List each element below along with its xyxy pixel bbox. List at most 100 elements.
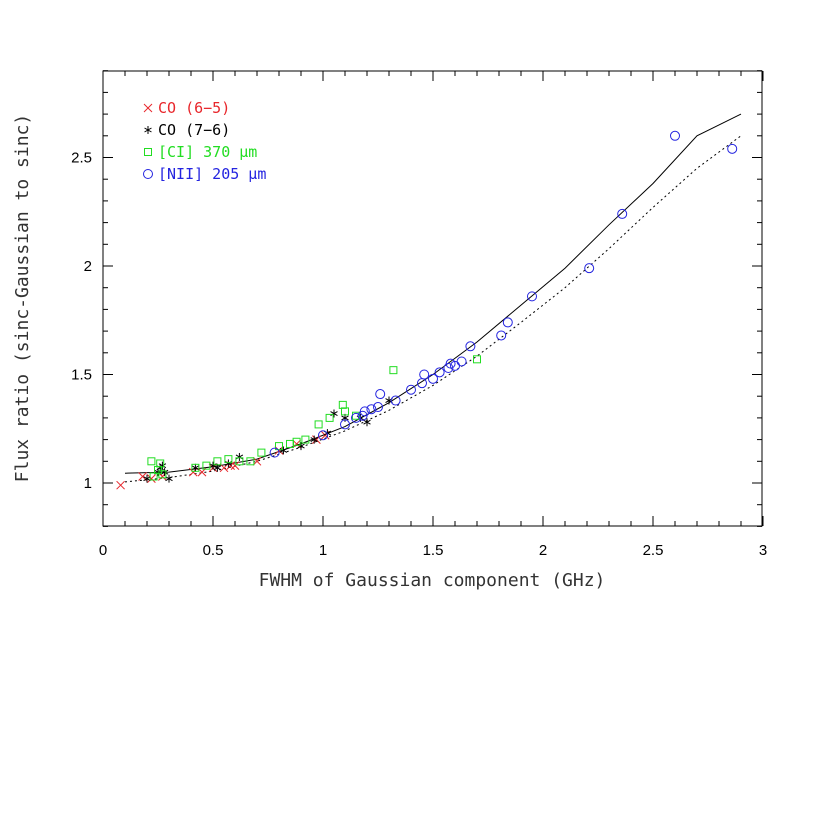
circle-mark	[318, 430, 328, 441]
circle-mark	[727, 143, 738, 154]
plot-frame	[102, 70, 763, 527]
circle-mark	[269, 447, 280, 458]
data-point-square	[338, 400, 347, 409]
data-point-circle	[340, 419, 350, 430]
x-mark-stroke	[230, 461, 240, 470]
circle-mark	[366, 404, 377, 415]
data-point-square	[158, 470, 167, 479]
data-points	[116, 130, 738, 490]
square-mark	[156, 459, 165, 468]
circle-mark	[340, 419, 350, 430]
data-point-star	[165, 474, 173, 483]
data-point-circle	[456, 356, 467, 367]
data-point-square	[473, 355, 481, 364]
circle-mark	[406, 384, 416, 395]
x-mark-stroke	[138, 472, 147, 481]
data-point-circle	[584, 263, 595, 274]
x-tick-label: 2.5	[643, 542, 664, 559]
circle-mark	[390, 395, 401, 406]
x-mark-stroke	[116, 480, 125, 490]
circle-mark	[434, 367, 445, 378]
circle-mark	[419, 369, 430, 380]
x-tick-label: 3	[759, 542, 767, 559]
square-mark	[213, 457, 222, 466]
data-point-circle	[351, 412, 361, 423]
data-point-star	[363, 418, 371, 427]
data-point-star	[235, 452, 244, 461]
data-point-circle	[527, 291, 537, 302]
data-point-square	[352, 411, 360, 420]
square-mark	[325, 413, 334, 422]
square-mark	[144, 148, 152, 156]
data-point-circle	[269, 447, 280, 458]
x-tick-label: 2	[539, 542, 547, 559]
circle-mark	[527, 291, 537, 302]
data-point-square	[314, 420, 323, 429]
data-point-square	[235, 457, 244, 466]
data-point-square	[224, 455, 233, 464]
circle-mark	[670, 130, 680, 141]
data-point-square	[292, 437, 301, 446]
data-point-circle	[727, 143, 738, 154]
square-mark	[257, 448, 266, 457]
data-point-square	[325, 413, 334, 422]
star-mark-stroke	[213, 465, 222, 471]
legend: CO (6−5) CO (7−6) [CI] 370 μm [NII] 205 μm	[143, 99, 266, 183]
star-mark-stroke	[330, 411, 338, 416]
x-mark-stroke	[219, 463, 229, 473]
square-mark	[158, 470, 167, 479]
data-point-x	[143, 103, 153, 113]
circle-mark	[617, 208, 628, 219]
data-point-circle	[419, 369, 430, 380]
circle-mark	[465, 341, 476, 352]
dotted-fit-curve	[124, 135, 742, 483]
data-point-x	[116, 480, 125, 490]
data-point-circle	[428, 373, 438, 384]
data-point-circle	[434, 367, 445, 378]
square-mark	[224, 455, 233, 464]
square-mark	[147, 457, 156, 466]
data-point-circle	[359, 406, 370, 417]
square-mark	[341, 407, 349, 416]
square-mark	[314, 420, 323, 429]
data-point-square	[257, 448, 266, 457]
square-mark	[275, 442, 283, 451]
x-tick-label: 0.5	[203, 542, 224, 559]
data-point-circle	[318, 430, 328, 441]
data-point-square	[213, 457, 222, 466]
circle-mark	[502, 317, 513, 328]
square-mark	[352, 411, 360, 420]
axis-ticks	[102, 70, 764, 527]
data-point-square	[144, 148, 152, 156]
data-point-circle	[502, 317, 513, 328]
x-mark-stroke	[143, 103, 153, 113]
circle-mark	[456, 356, 467, 367]
data-point-square	[389, 366, 398, 375]
circle-mark	[375, 389, 386, 400]
star-mark-stroke	[143, 476, 151, 482]
square-mark	[246, 457, 255, 466]
y-tick-label: 1	[84, 475, 92, 492]
data-point-x	[147, 474, 156, 484]
square-mark	[473, 355, 481, 364]
circle-mark	[143, 169, 153, 179]
circle-mark	[373, 402, 383, 413]
star-mark-stroke	[165, 476, 173, 482]
data-point-square	[341, 407, 349, 416]
x-mark-stroke	[226, 461, 235, 470]
y-axis-title: Flux ratio (sinc-Gaussian to sinc)	[12, 114, 33, 482]
data-point-square	[191, 463, 200, 472]
star-mark-stroke	[158, 463, 167, 469]
data-point-square	[156, 459, 165, 468]
data-point-circle	[366, 404, 377, 415]
data-point-circle	[465, 341, 476, 352]
data-point-square	[246, 457, 255, 466]
circle-mark	[496, 330, 507, 341]
x-mark-stroke	[147, 474, 156, 484]
square-mark	[292, 437, 301, 446]
x-tick-label: 1.5	[423, 542, 444, 559]
square-mark	[301, 435, 310, 444]
star-mark-stroke	[310, 437, 318, 443]
square-mark	[191, 463, 200, 472]
